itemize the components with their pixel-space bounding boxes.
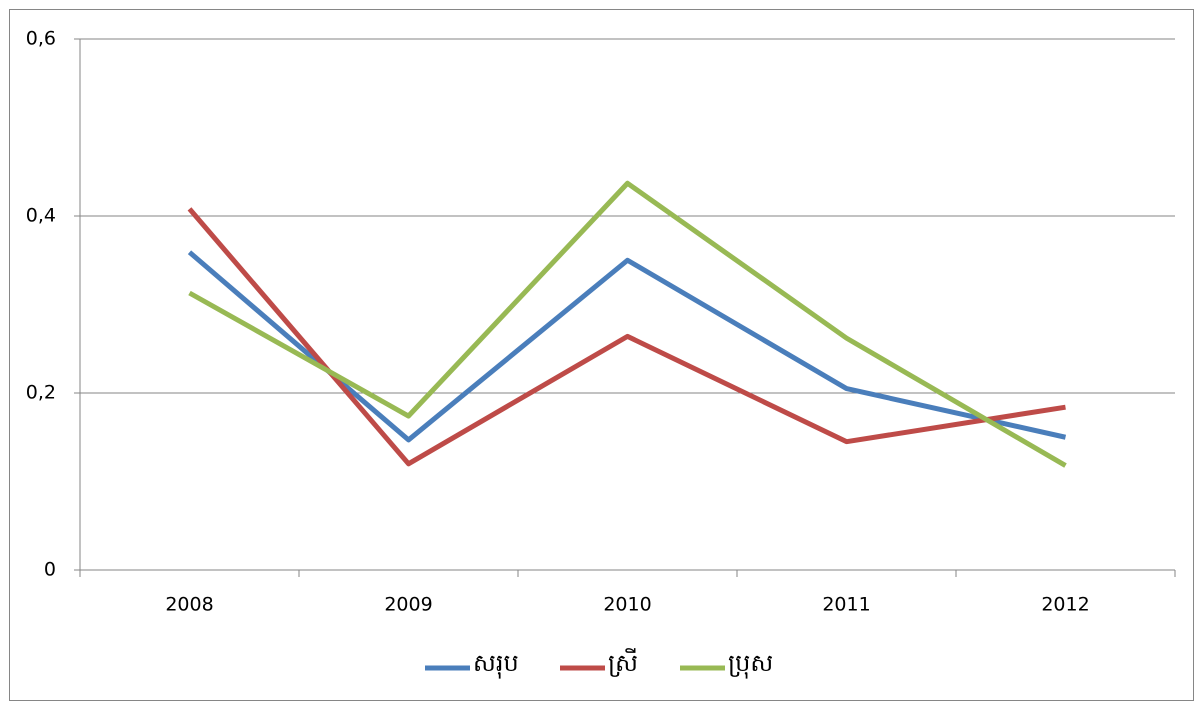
x-tick-label: 2009	[384, 594, 432, 616]
legend: សរុប ស្រី ប្រុស	[425, 648, 773, 679]
y-tick-label: 0,6	[26, 28, 56, 50]
x-tick-label: 2011	[822, 594, 870, 616]
legend-label: ប្រុស	[728, 649, 773, 679]
y-tick-label: 0,4	[26, 205, 56, 227]
y-tick-label: 0	[44, 559, 56, 581]
data-line	[188, 180, 1067, 468]
x-tick-label: 2008	[165, 594, 213, 616]
y-tick-label: 0,2	[26, 382, 56, 404]
legend-label: ស្រី	[608, 648, 638, 677]
chart-frame	[9, 9, 1194, 701]
x-tick-label: 2012	[1041, 594, 1089, 616]
data-line	[187, 207, 1066, 467]
legend-label: សរុប	[473, 649, 519, 679]
x-tick-label: 2010	[603, 594, 651, 616]
